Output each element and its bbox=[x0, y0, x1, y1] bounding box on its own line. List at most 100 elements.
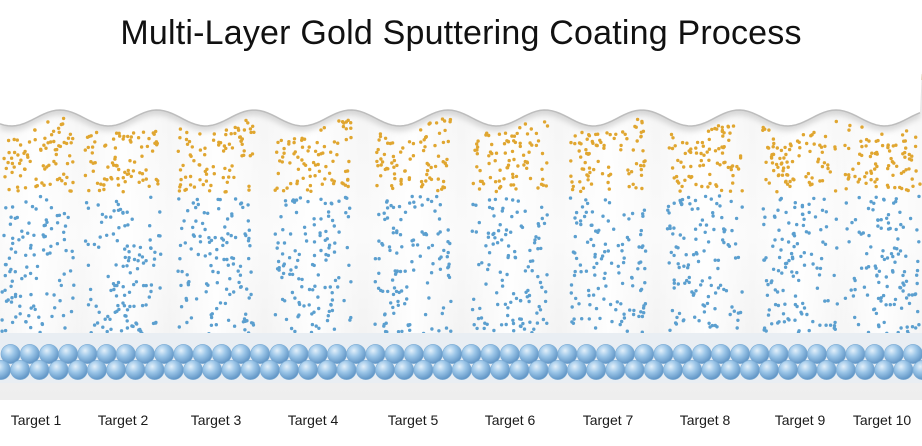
gold-particle bbox=[516, 164, 520, 168]
gold-particle bbox=[85, 135, 90, 139]
gold-particle bbox=[292, 152, 296, 156]
substrate-sphere bbox=[509, 360, 530, 380]
ion-particle bbox=[281, 228, 285, 232]
ion-particle bbox=[593, 255, 597, 259]
ion-particle bbox=[917, 240, 921, 244]
gold-particle bbox=[285, 186, 289, 190]
gold-particle bbox=[497, 179, 501, 183]
ion-particle bbox=[915, 281, 919, 286]
ion-particle bbox=[395, 251, 399, 255]
ion-particle bbox=[176, 269, 180, 273]
gold-particle bbox=[518, 141, 522, 145]
ion-particle bbox=[226, 318, 231, 322]
deposition-columns bbox=[0, 100, 922, 335]
ion-particle bbox=[833, 320, 837, 325]
ion-particle bbox=[445, 255, 449, 259]
chamber-wave-outline bbox=[0, 109, 921, 127]
ion-particle bbox=[383, 313, 387, 317]
gold-particle bbox=[887, 149, 892, 153]
ion-particle bbox=[899, 326, 903, 330]
ion-particle bbox=[396, 299, 400, 304]
gold-particle bbox=[378, 134, 383, 139]
gold-particle bbox=[904, 168, 908, 172]
ion-particle bbox=[686, 195, 691, 200]
ion-particle bbox=[904, 279, 909, 283]
ion-particle bbox=[297, 300, 301, 305]
ion-particle bbox=[477, 220, 481, 225]
ion-particle bbox=[802, 263, 807, 267]
ion-particle bbox=[504, 322, 508, 327]
ion-particle bbox=[213, 235, 217, 240]
gold-particle bbox=[808, 149, 812, 154]
gold-particle bbox=[699, 151, 703, 156]
ion-particle bbox=[474, 230, 478, 234]
ion-particle bbox=[3, 262, 8, 267]
gold-particle bbox=[809, 134, 813, 138]
ion-particle bbox=[326, 210, 331, 214]
ion-particle bbox=[896, 237, 900, 241]
ion-particle bbox=[619, 302, 623, 306]
ion-particle bbox=[894, 197, 898, 201]
ion-particle bbox=[317, 306, 321, 311]
gold-particle bbox=[69, 141, 73, 145]
ion-particle bbox=[715, 201, 719, 206]
gold-particle bbox=[391, 186, 395, 191]
ion-particle bbox=[280, 275, 284, 280]
ion-particle bbox=[487, 263, 491, 267]
ion-particle bbox=[871, 208, 875, 212]
ion-particle bbox=[330, 291, 334, 295]
ion-particle bbox=[131, 324, 135, 329]
gold-particle bbox=[503, 151, 507, 155]
gold-particle bbox=[670, 166, 675, 170]
gold-particle bbox=[714, 183, 718, 187]
gold-particle bbox=[4, 166, 8, 171]
ion-particle bbox=[207, 240, 212, 244]
gold-particle bbox=[6, 138, 11, 143]
ion-particle bbox=[144, 283, 148, 288]
ion-particle bbox=[390, 278, 395, 282]
gold-particle bbox=[121, 137, 125, 141]
ion-particle bbox=[214, 256, 219, 260]
ion-particle bbox=[323, 238, 327, 242]
gold-particle bbox=[625, 137, 629, 141]
gold-particle bbox=[91, 169, 96, 173]
ion-particle bbox=[61, 313, 66, 318]
ion-particle bbox=[121, 285, 125, 289]
ion-particle bbox=[9, 300, 14, 304]
gold-particle bbox=[627, 172, 631, 176]
ion-particle bbox=[874, 311, 879, 316]
ion-particle bbox=[601, 214, 605, 218]
ion-particle bbox=[789, 251, 794, 256]
ion-particle bbox=[391, 292, 396, 297]
ion-particle bbox=[615, 300, 619, 304]
ion-particle bbox=[398, 233, 403, 237]
ion-particle bbox=[910, 293, 914, 297]
gold-particle bbox=[679, 160, 683, 164]
gold-particle bbox=[784, 152, 788, 157]
ion-particle bbox=[48, 251, 52, 255]
gold-particle bbox=[106, 165, 110, 169]
gold-particle bbox=[392, 165, 396, 169]
ion-particle bbox=[542, 221, 547, 226]
ion-particle bbox=[493, 197, 498, 202]
ion-particle bbox=[907, 293, 911, 297]
ion-particle bbox=[418, 254, 422, 258]
ion-particle bbox=[385, 216, 390, 220]
gold-particle bbox=[65, 161, 70, 166]
ion-particle bbox=[734, 216, 739, 221]
gold-particle bbox=[276, 140, 280, 145]
ion-particle bbox=[665, 227, 670, 231]
ion-particle bbox=[98, 235, 102, 239]
ion-particle bbox=[349, 280, 353, 284]
ion-particle bbox=[595, 261, 599, 266]
gold-particle bbox=[115, 164, 119, 168]
ion-particle bbox=[516, 199, 520, 203]
ion-particle bbox=[116, 202, 121, 207]
gold-particle bbox=[150, 149, 155, 153]
gold-particle bbox=[851, 167, 855, 171]
ion-particle bbox=[540, 285, 544, 289]
ion-particle bbox=[669, 250, 673, 255]
ion-particle bbox=[727, 244, 732, 248]
gold-particle bbox=[683, 178, 687, 182]
ion-particle bbox=[52, 293, 56, 297]
